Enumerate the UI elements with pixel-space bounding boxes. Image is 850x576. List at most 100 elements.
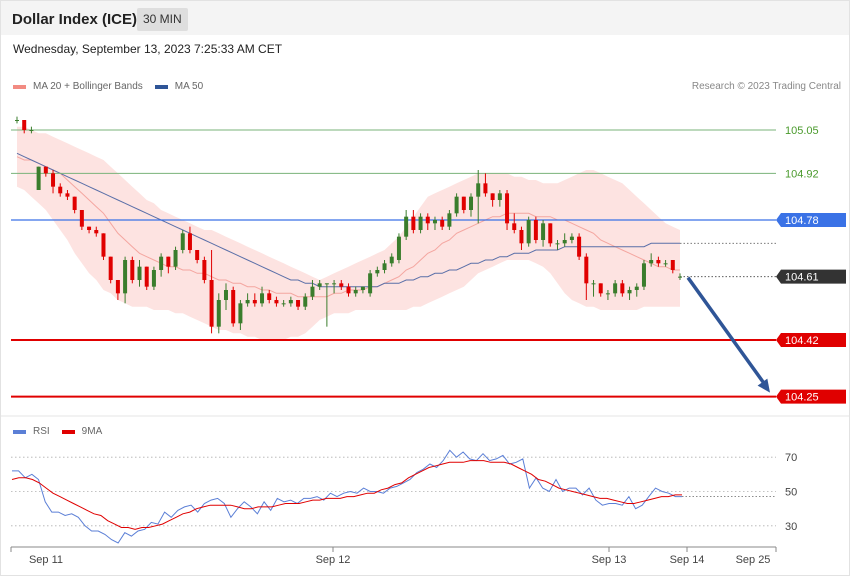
candle-body <box>627 290 632 294</box>
level-label-resistance: 104.92 <box>785 168 819 180</box>
candle-body <box>411 216 416 230</box>
projection-arrow-head <box>757 378 770 393</box>
candle-body <box>310 286 315 297</box>
level-tag-support <box>776 389 846 404</box>
legend-item-rsi: RSI <box>13 426 50 437</box>
candle-body <box>634 286 639 290</box>
candle-body <box>533 220 538 240</box>
legend-item-9ma: 9MA <box>61 426 103 437</box>
candle-body <box>130 260 135 280</box>
candle-body <box>490 193 495 200</box>
candle-body <box>569 236 574 240</box>
candle-body <box>123 260 128 294</box>
candle-body <box>497 193 502 200</box>
candle-body <box>649 260 654 264</box>
candle-body <box>454 196 459 214</box>
rsi-9ma-line <box>11 460 682 530</box>
candle-body <box>65 193 70 197</box>
rsi-line <box>12 449 682 544</box>
candle-body <box>505 193 510 224</box>
candle-body <box>562 240 567 244</box>
legend-swatch-ma20 <box>13 84 26 89</box>
candle-body <box>317 283 322 287</box>
rsi-tick-label: 30 <box>785 521 797 533</box>
level-label-resistance: 105.05 <box>785 125 819 137</box>
research-credit: Research © 2023 Trading Central <box>691 81 841 92</box>
candle-body <box>303 296 308 307</box>
rsi-tick-label: 50 <box>785 487 797 499</box>
candle-body <box>519 230 524 244</box>
candle-body <box>144 266 149 287</box>
candle-body <box>245 300 250 304</box>
candle-body <box>425 216 430 224</box>
candle-body <box>231 290 236 324</box>
candle-body <box>526 220 531 244</box>
candle-body <box>678 276 682 278</box>
candle-body <box>252 300 257 304</box>
legend-swatch-ma50 <box>154 84 168 89</box>
legend-label-ma50: MA 50 <box>174 81 204 92</box>
timestamp: Wednesday, September 13, 2023 7:25:33 AM… <box>13 42 283 56</box>
candle-body <box>267 293 272 300</box>
candle-body <box>641 263 646 287</box>
candle-body <box>332 283 337 285</box>
legend-label-9ma: 9MA <box>81 426 103 437</box>
candle-body <box>173 250 178 267</box>
time-axis-label: Sep 14 <box>670 554 705 566</box>
level-label-support: 104.25 <box>785 392 819 404</box>
candle-body <box>187 233 192 250</box>
candle-body <box>281 303 286 305</box>
candle-body <box>418 216 423 230</box>
candle-body <box>483 183 488 194</box>
candle-body <box>216 300 221 327</box>
legend-swatch-9ma <box>61 429 75 434</box>
candle-body <box>548 223 553 244</box>
candle-body <box>670 260 675 270</box>
candle-body <box>166 256 171 267</box>
candle-body <box>555 243 560 245</box>
time-axis-label: Sep 25 <box>736 554 771 566</box>
candle-body <box>202 260 207 280</box>
candle-body <box>72 196 77 210</box>
candle-body <box>195 250 200 260</box>
candle-body <box>353 290 358 294</box>
candle-body <box>469 196 474 210</box>
candle-body <box>375 270 380 274</box>
candle-body <box>238 303 243 324</box>
candle-body <box>360 286 365 290</box>
candle-body <box>94 230 99 234</box>
candle-body <box>115 280 120 294</box>
candle-body <box>432 220 437 224</box>
candle-body <box>108 256 113 280</box>
bollinger-band-area <box>17 126 680 340</box>
candle-body <box>15 120 19 121</box>
candle-body <box>296 300 301 307</box>
candle-body <box>87 226 92 230</box>
level-tag-pivot <box>776 213 846 227</box>
candle-body <box>29 130 34 131</box>
candle-body <box>541 223 546 240</box>
candle-body <box>137 266 142 280</box>
candle-body <box>476 183 481 197</box>
candle-body <box>101 233 106 257</box>
candle-body <box>288 300 293 304</box>
candle-body <box>159 256 164 270</box>
candle-body <box>584 256 589 284</box>
level-tag-current <box>776 269 846 284</box>
candle-body <box>663 263 668 265</box>
main-legend: MA 20 + Bollinger Bands MA 50 <box>13 81 215 92</box>
chart-header: Dollar Index (ICE) 30 MIN <box>1 1 849 35</box>
time-axis-label: Sep 12 <box>316 554 351 566</box>
candle-body <box>346 286 351 294</box>
time-axis-label: Sep 11 <box>29 554 63 566</box>
legend-item-ma50: MA 50 <box>154 81 204 92</box>
candle-body <box>260 293 265 304</box>
projection-arrow-shaft <box>686 276 767 386</box>
candle-body <box>368 273 373 294</box>
candle-body <box>339 283 344 287</box>
candle-body <box>396 236 401 260</box>
level-label-support: 104.42 <box>785 335 819 347</box>
level-tag-support <box>776 333 846 347</box>
interval-badge[interactable]: 30 MIN <box>137 8 188 31</box>
